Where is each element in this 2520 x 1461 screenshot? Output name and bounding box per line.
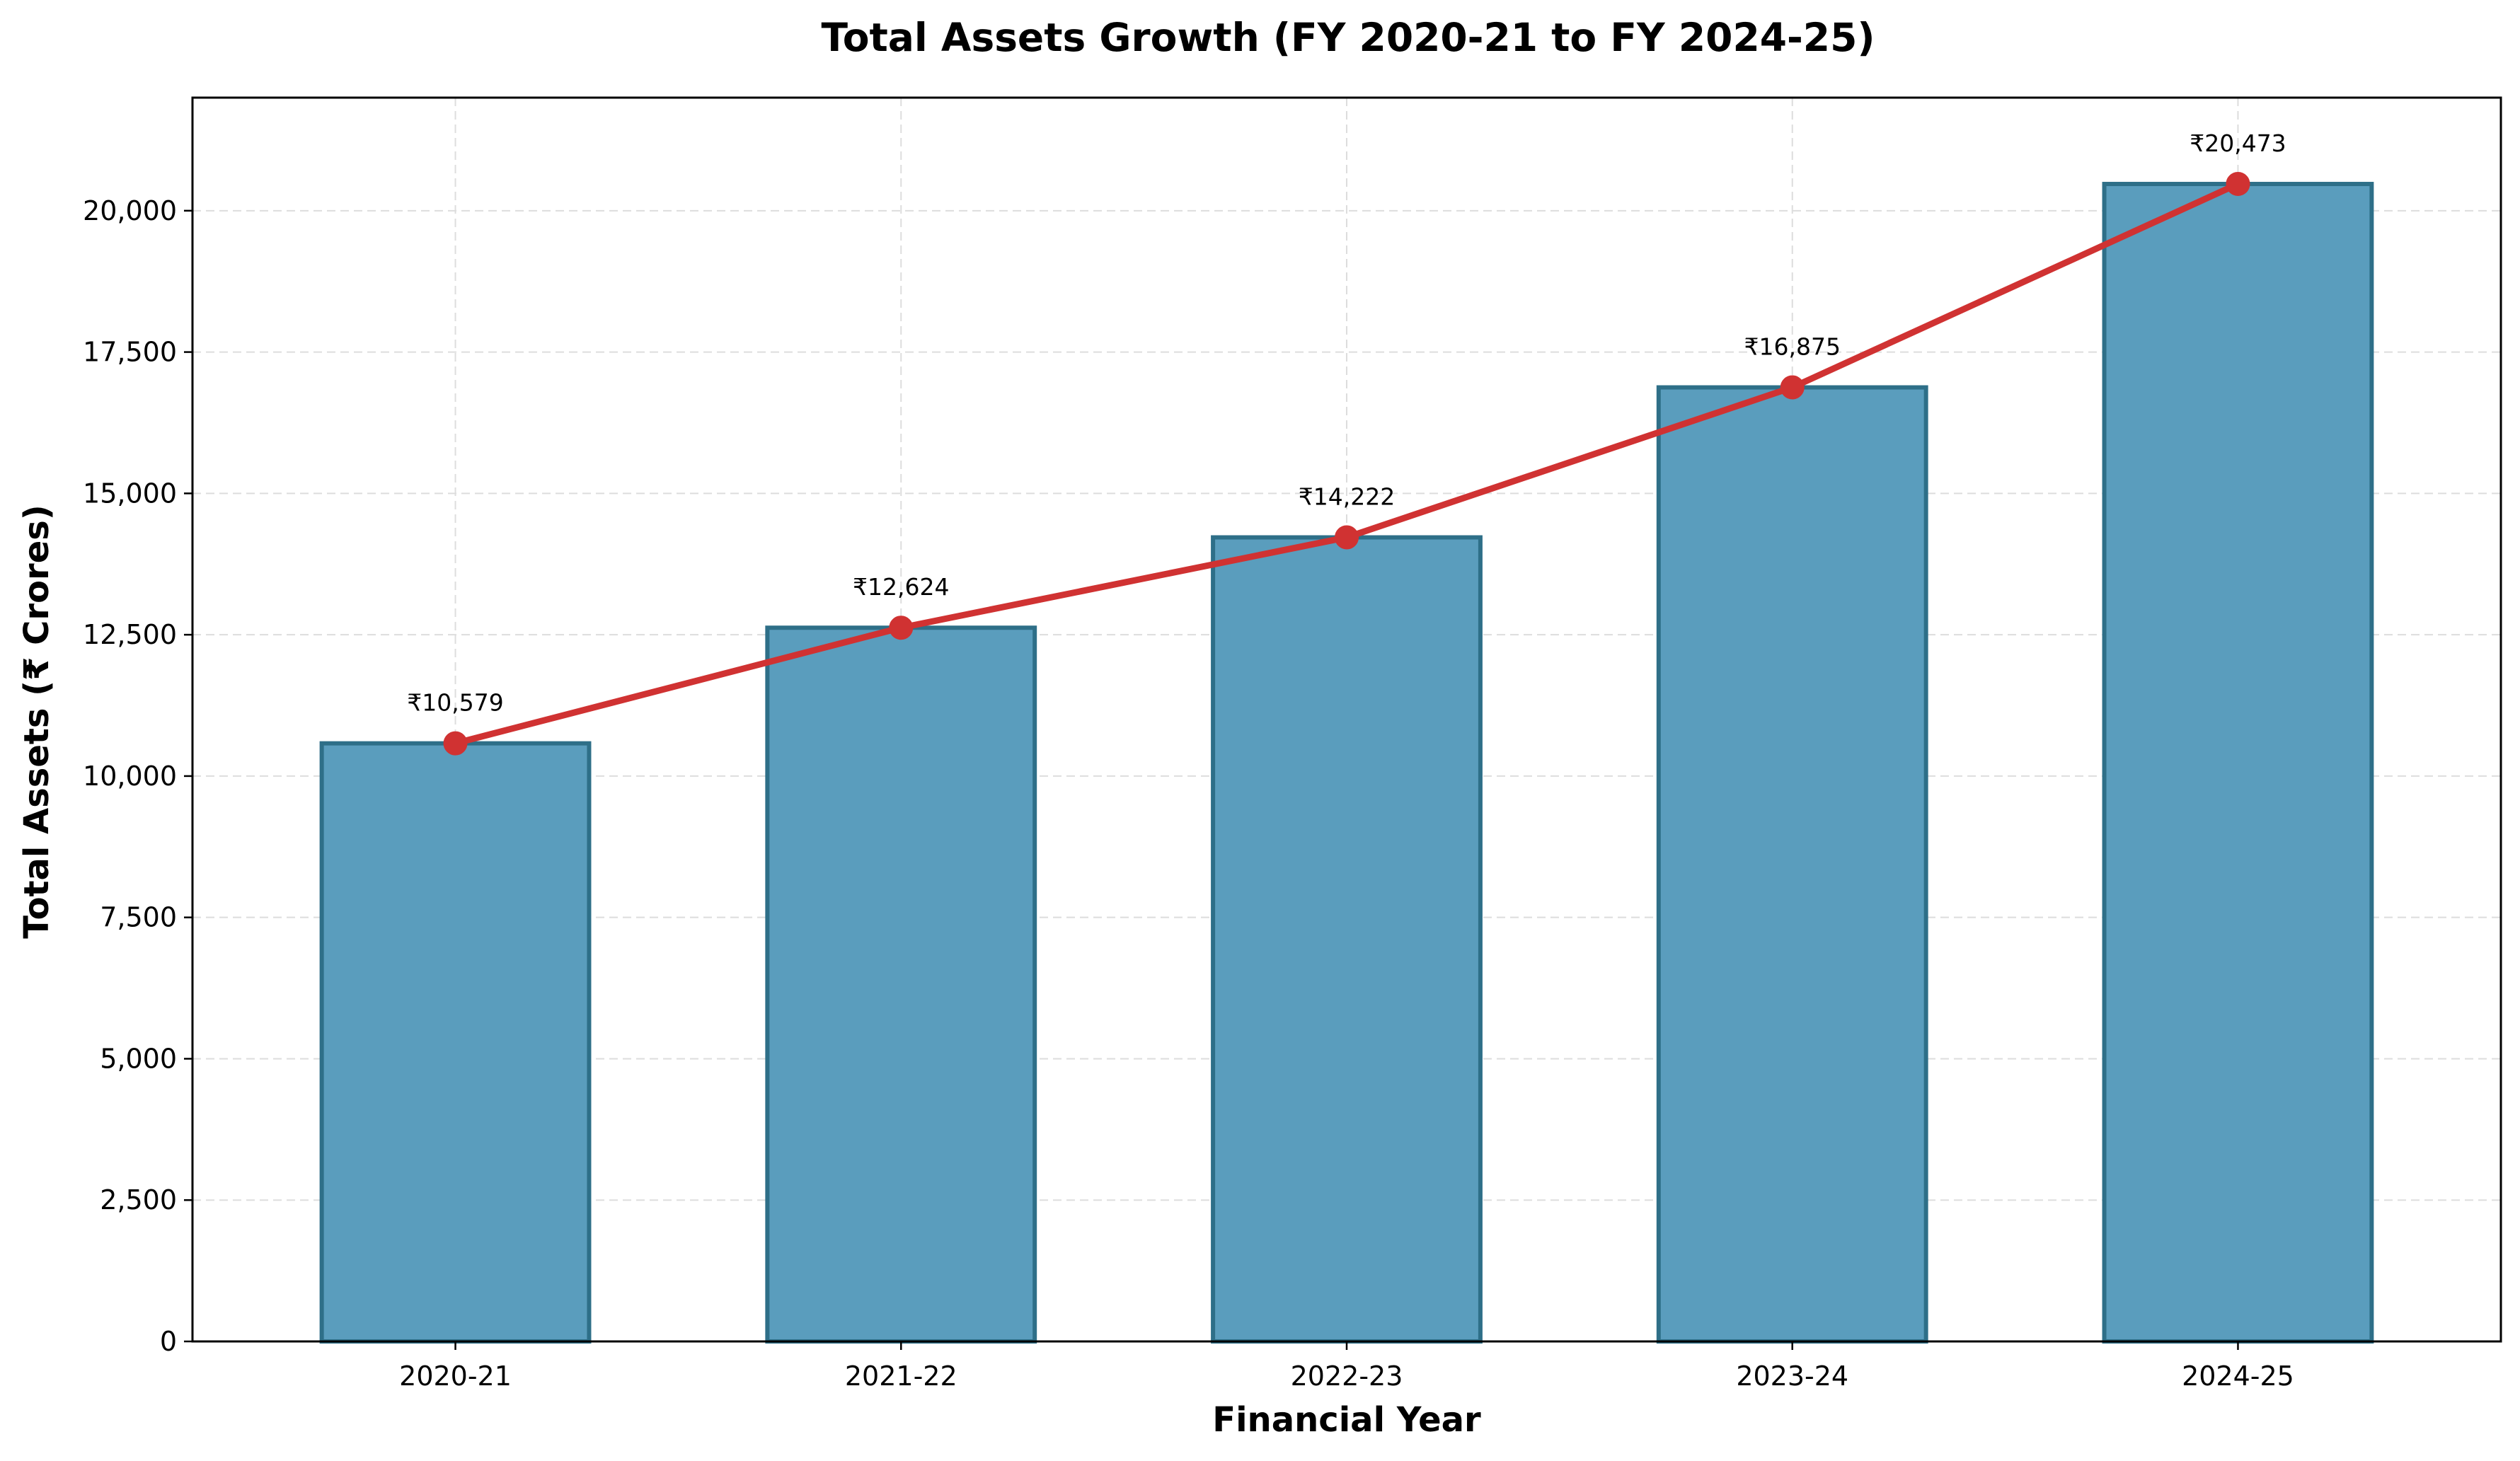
x-tick-label: 2020-21 bbox=[399, 1361, 512, 1392]
x-axis-ticks: 2020-21 2021-22 2022-23 2023-24 2024-25 bbox=[399, 1341, 2294, 1392]
data-label-2024-25: ₹20,473 bbox=[2190, 129, 2286, 157]
y-tick-label: 12,500 bbox=[83, 619, 177, 650]
bar-2024-25 bbox=[2102, 182, 2374, 1344]
line-point-2021-22 bbox=[889, 616, 914, 640]
y-tick-label: 10,000 bbox=[83, 761, 177, 792]
bar-2021-22 bbox=[765, 625, 1037, 1344]
y-tick-label: 7,500 bbox=[100, 902, 177, 933]
bar-series bbox=[319, 182, 2374, 1344]
bar-2022-23 bbox=[1211, 535, 1483, 1344]
y-axis-title: Total Assets (₹ Crores) bbox=[17, 504, 57, 939]
bar-2020-21 bbox=[319, 741, 592, 1344]
data-labels: ₹10,579 ₹12,624 ₹14,222 ₹16,875 ₹20,473 bbox=[407, 129, 2286, 717]
y-tick-label: 0 bbox=[160, 1326, 177, 1357]
data-label-2020-21: ₹10,579 bbox=[407, 689, 503, 717]
line-point-2022-23 bbox=[1335, 525, 1359, 550]
x-axis-title: Financial Year bbox=[1212, 1400, 1481, 1440]
x-tick-label: 2021-22 bbox=[845, 1361, 957, 1392]
x-tick-label: 2023-24 bbox=[1736, 1361, 1848, 1392]
chart-title: Total Assets Growth (FY 2020-21 to FY 20… bbox=[821, 15, 1875, 60]
bar-2023-24 bbox=[1656, 385, 1928, 1344]
data-label-2023-24: ₹16,875 bbox=[1744, 333, 1840, 361]
line-point-2020-21 bbox=[443, 731, 468, 756]
data-label-2022-23: ₹14,222 bbox=[1299, 483, 1395, 511]
line-point-2023-24 bbox=[1780, 375, 1805, 400]
line-series bbox=[443, 172, 2250, 756]
x-tick-label: 2024-25 bbox=[2182, 1361, 2294, 1392]
line-point-2024-25 bbox=[2226, 172, 2250, 197]
y-tick-label: 15,000 bbox=[83, 478, 177, 509]
data-label-2021-22: ₹12,624 bbox=[853, 573, 949, 601]
y-tick-label: 5,000 bbox=[100, 1043, 177, 1074]
x-tick-label: 2022-23 bbox=[1291, 1361, 1403, 1392]
y-tick-label: 2,500 bbox=[100, 1184, 177, 1215]
y-tick-label: 20,000 bbox=[83, 195, 177, 226]
y-tick-label: 17,500 bbox=[83, 337, 177, 368]
y-axis-ticks: 0 2,500 5,000 7,500 10,000 12,500 15,000 17,500… bbox=[83, 195, 192, 1357]
